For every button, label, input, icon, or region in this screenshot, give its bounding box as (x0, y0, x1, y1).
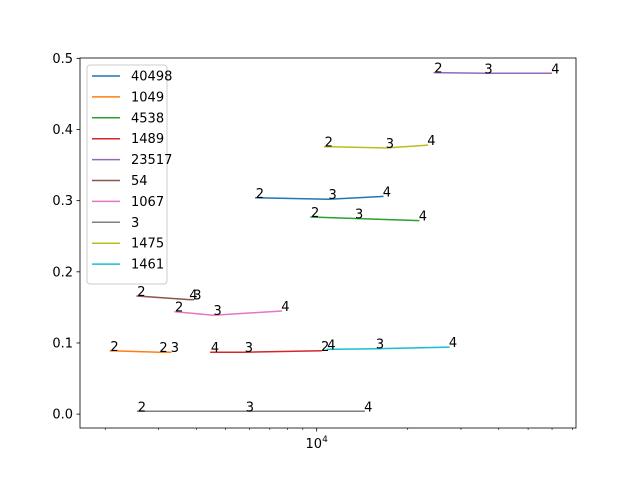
point-label: 4 (419, 210, 427, 225)
legend-entry-label: 1049 (131, 90, 164, 105)
legend-entry-label: 23517 (131, 153, 172, 168)
series-line-54 (136, 295, 195, 301)
point-label: 2 (321, 340, 329, 355)
legend-entry-label: 4538 (131, 111, 164, 126)
legend-entry-label: 40498 (131, 70, 172, 85)
legend-entry-label: 1489 (131, 132, 164, 147)
legend-entry-label: 3 (131, 216, 139, 231)
y-tick-label: 0.5 (52, 52, 73, 67)
point-label: 2 (311, 206, 319, 221)
point-label: 2 (434, 62, 442, 77)
point-label: 4 (327, 338, 335, 353)
point-label: 4 (189, 289, 197, 304)
point-label: 3 (214, 304, 222, 319)
point-label: 3 (171, 341, 179, 356)
axes-layer: 0.0 0.1 0.2 0.3 0.4 0.5 104 (52, 52, 577, 452)
point-label: 3 (386, 137, 394, 152)
series-line-23517 (433, 71, 553, 75)
point-label: 3 (484, 62, 492, 77)
series-line-1461 (326, 346, 450, 351)
y-tick-label: 0.2 (52, 265, 73, 280)
series-layer (109, 71, 553, 413)
series-line-1067 (174, 310, 283, 316)
point-labels-layer: 2 3 42 2 32 3 44 3 22 3 42 432 3 42 3 42 3 44 3 4 (110, 62, 559, 416)
point-label: 3 (355, 208, 363, 223)
y-tick-label: 0.3 (52, 194, 73, 209)
legend-entry-label: 54 (131, 174, 148, 189)
point-label: 3 (246, 400, 254, 415)
series-line-1049 (109, 350, 172, 353)
legend-entry-label: 1461 (131, 258, 164, 273)
point-label: 3 (193, 289, 201, 304)
point-label: 3 (329, 188, 337, 203)
y-tick-label: 0.0 (52, 408, 73, 423)
legend-entry-label: 1475 (131, 237, 164, 252)
y-tick-label: 0.1 (52, 336, 73, 351)
point-label: 4 (427, 134, 435, 149)
point-label: 2 (110, 340, 118, 355)
point-label: 2 (256, 187, 264, 202)
point-label: 3 (245, 341, 253, 356)
point-label: 2 (325, 136, 333, 151)
point-label: 4 (281, 300, 289, 315)
point-label: 4 (211, 341, 219, 356)
point-label: 2 (138, 400, 146, 415)
point-label: 4 (383, 185, 391, 200)
legend: 40498 1049 4538 1489 23517 54 1067 3 1475 1461 (86, 64, 172, 285)
axes-frame (79, 57, 577, 429)
point-label: 4 (449, 336, 457, 351)
series-line-40498 (255, 195, 384, 200)
point-label: 3 (376, 338, 384, 353)
point-label: 4 (551, 62, 559, 77)
y-tick-label: 0.4 (52, 123, 73, 138)
point-label: 2 (159, 341, 167, 356)
legend-entry-label: 1067 (131, 195, 164, 210)
point-label: 2 (137, 285, 145, 300)
series-line-4538 (310, 216, 420, 222)
x-tick-label: 104 (306, 435, 329, 452)
legend-box (86, 64, 168, 285)
series-line-1489 (210, 350, 322, 353)
series-line-1475 (323, 144, 429, 149)
point-label: 4 (364, 400, 372, 415)
point-label: 2 (175, 301, 183, 316)
